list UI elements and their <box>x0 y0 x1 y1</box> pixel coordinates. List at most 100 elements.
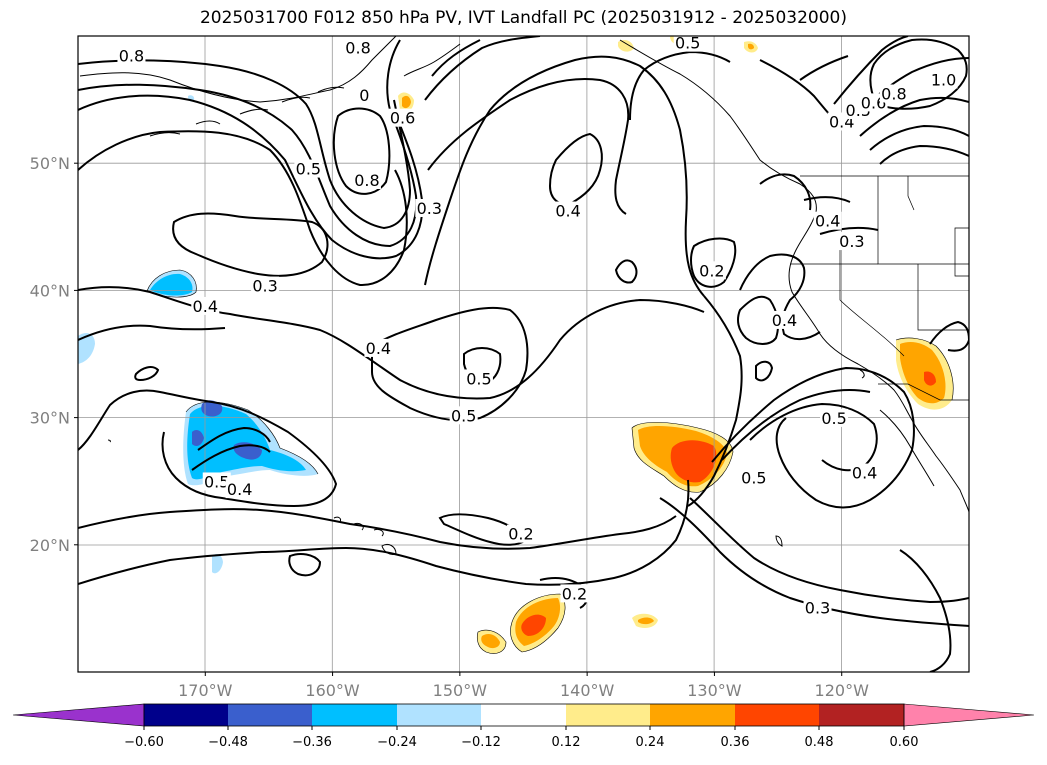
map-frame <box>77 35 970 673</box>
contour-label: 0.6 <box>861 93 886 112</box>
contour-label: 0.5 <box>204 472 229 491</box>
contour-label: 0.5 <box>296 160 321 179</box>
colorbar-swatch <box>144 704 228 726</box>
contour-label: 0.4 <box>193 297 218 316</box>
colorbar-tick-label: −0.60 <box>124 735 164 750</box>
contour-label: 0.4 <box>815 212 840 231</box>
contour-label-bg <box>850 463 879 482</box>
contour-label: 0.5 <box>466 369 491 388</box>
plot-area <box>78 36 969 672</box>
contour-label-bg <box>464 369 493 388</box>
contour-label-bg <box>294 159 323 178</box>
contour-label: 0.8 <box>119 46 144 65</box>
colorbar-tick-label: 0.48 <box>805 735 834 750</box>
colorbar-swatch <box>566 704 650 726</box>
colorbar-tick-label: 0.36 <box>721 735 750 750</box>
colorbar-tick-label: 0.12 <box>552 735 581 750</box>
lat-tick-label: 40°N <box>30 281 70 300</box>
colorbar-swatch <box>397 704 481 726</box>
contour-label-bg <box>837 232 866 251</box>
longitude-labels: 170°W 160°W 150°W 140°W 130°W 120°W <box>178 672 869 700</box>
colorbar-swatch <box>735 704 819 726</box>
contour-label: 0.5 <box>451 406 476 425</box>
colorbar-swatch <box>650 704 735 726</box>
lon-tick-label: 150°W <box>433 681 488 700</box>
contour-label-bg <box>117 46 146 65</box>
latitude-labels: 20°N 30°N 40°N 50°N <box>30 154 78 555</box>
colorbar-swatch <box>228 704 312 726</box>
contour-label-bg <box>415 198 444 217</box>
contour-label: 0.3 <box>805 598 830 617</box>
contour-label: 0.8 <box>345 39 370 58</box>
contour-label-bg <box>350 85 379 104</box>
contour-label: 0.8 <box>354 171 379 190</box>
contour-label: 0.6 <box>390 109 415 128</box>
contour-label-bg <box>879 84 908 103</box>
contour-label-bg <box>803 598 832 617</box>
contour-label-bg <box>352 171 381 190</box>
contour-label: 0.2 <box>699 261 724 280</box>
contour-label-bg <box>449 406 478 425</box>
ivt-outline <box>146 269 954 654</box>
contour-label-bg <box>554 201 583 220</box>
contour-label: 0.4 <box>227 480 252 499</box>
colorbar-swatch <box>312 704 397 726</box>
contour-label-bg <box>560 584 589 603</box>
lon-tick-label: 170°W <box>178 681 233 700</box>
contour-labels: 0.8 0.800.60.50.80.3 0.40.30.40.40.50.50.5… <box>117 34 958 617</box>
contour-label: 0 <box>359 86 369 105</box>
ivt-shading-negative <box>78 95 318 574</box>
lat-tick-label: 30°N <box>30 409 70 428</box>
contour-label: 0.5 <box>741 469 766 488</box>
contour-label: 0.3 <box>417 199 442 218</box>
contour-label-bg <box>673 36 702 52</box>
contour-label: 0.2 <box>562 584 587 603</box>
contour-label-bg <box>929 70 958 89</box>
contour-label: 0.8 <box>881 85 906 104</box>
lon-tick-label: 160°W <box>305 681 360 700</box>
lat-tick-label: 20°N <box>30 536 70 555</box>
lat-tick-label: 50°N <box>30 154 70 173</box>
lon-tick-label: 130°W <box>687 681 742 700</box>
contour-label: 0.3 <box>252 277 277 296</box>
contour-label-bg <box>251 276 280 295</box>
contour-label-bg <box>770 310 799 329</box>
contour-label: 1.0 <box>931 71 956 90</box>
colorbar-swatch <box>481 704 566 726</box>
contour-label-bg <box>364 338 393 357</box>
lon-tick-label: 120°W <box>815 681 870 700</box>
contour-label: 0.4 <box>852 464 877 483</box>
political-borders <box>790 175 969 401</box>
colorbar-frame <box>143 703 905 727</box>
contour-label-bg <box>820 408 849 427</box>
contour-label: 0.3 <box>839 232 864 251</box>
contour-label: 0.4 <box>366 339 391 358</box>
contour-label-bg <box>739 468 768 487</box>
lon-tick-label: 140°W <box>560 681 615 700</box>
contour-label-bg <box>813 211 842 230</box>
colorbar-tick-label: −0.12 <box>461 735 501 750</box>
contour-label-bg <box>344 38 373 57</box>
contour-label: 0.5 <box>675 34 700 53</box>
contour-label: 0.4 <box>772 311 797 330</box>
contour-label: 0.5 <box>821 409 846 428</box>
contour-label-bg <box>506 524 535 543</box>
colorbar-tick-label: −0.48 <box>208 735 248 750</box>
pv-contours <box>78 36 969 672</box>
contour-label-bg <box>202 472 231 491</box>
contour-label-bg <box>191 296 220 315</box>
colorbar-extend-min <box>12 703 145 727</box>
contour-label: 0.2 <box>508 525 533 544</box>
contour-label-bg <box>697 261 726 280</box>
colorbar-tick-label: −0.36 <box>292 735 332 750</box>
coastlines <box>79 36 969 555</box>
contour-label-bg <box>225 480 254 499</box>
colorbar-extend-max <box>903 703 1035 727</box>
colorbar: −0.60 −0.48 −0.36 −0.24 −0.12 0.12 0.24 0.36 0.4… <box>12 703 1035 750</box>
contour-label: 0.4 <box>555 202 580 221</box>
chart-title: 2025031700 F012 850 hPa PV, IVT Landfall… <box>199 8 847 28</box>
colorbar-tick-label: −0.24 <box>377 735 417 750</box>
contour-label-bg <box>388 108 417 127</box>
colorbar-tick-label: 0.60 <box>890 735 919 750</box>
